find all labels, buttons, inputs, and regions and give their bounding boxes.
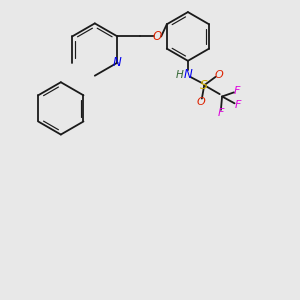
Text: O: O (214, 70, 223, 80)
Text: F: F (218, 108, 224, 118)
Text: S: S (200, 79, 208, 92)
Text: O: O (153, 30, 162, 43)
Text: H: H (176, 70, 184, 80)
Text: N: N (184, 68, 193, 81)
Text: N: N (113, 56, 122, 69)
Text: F: F (234, 100, 241, 110)
Text: O: O (197, 97, 206, 106)
Text: F: F (234, 86, 240, 96)
